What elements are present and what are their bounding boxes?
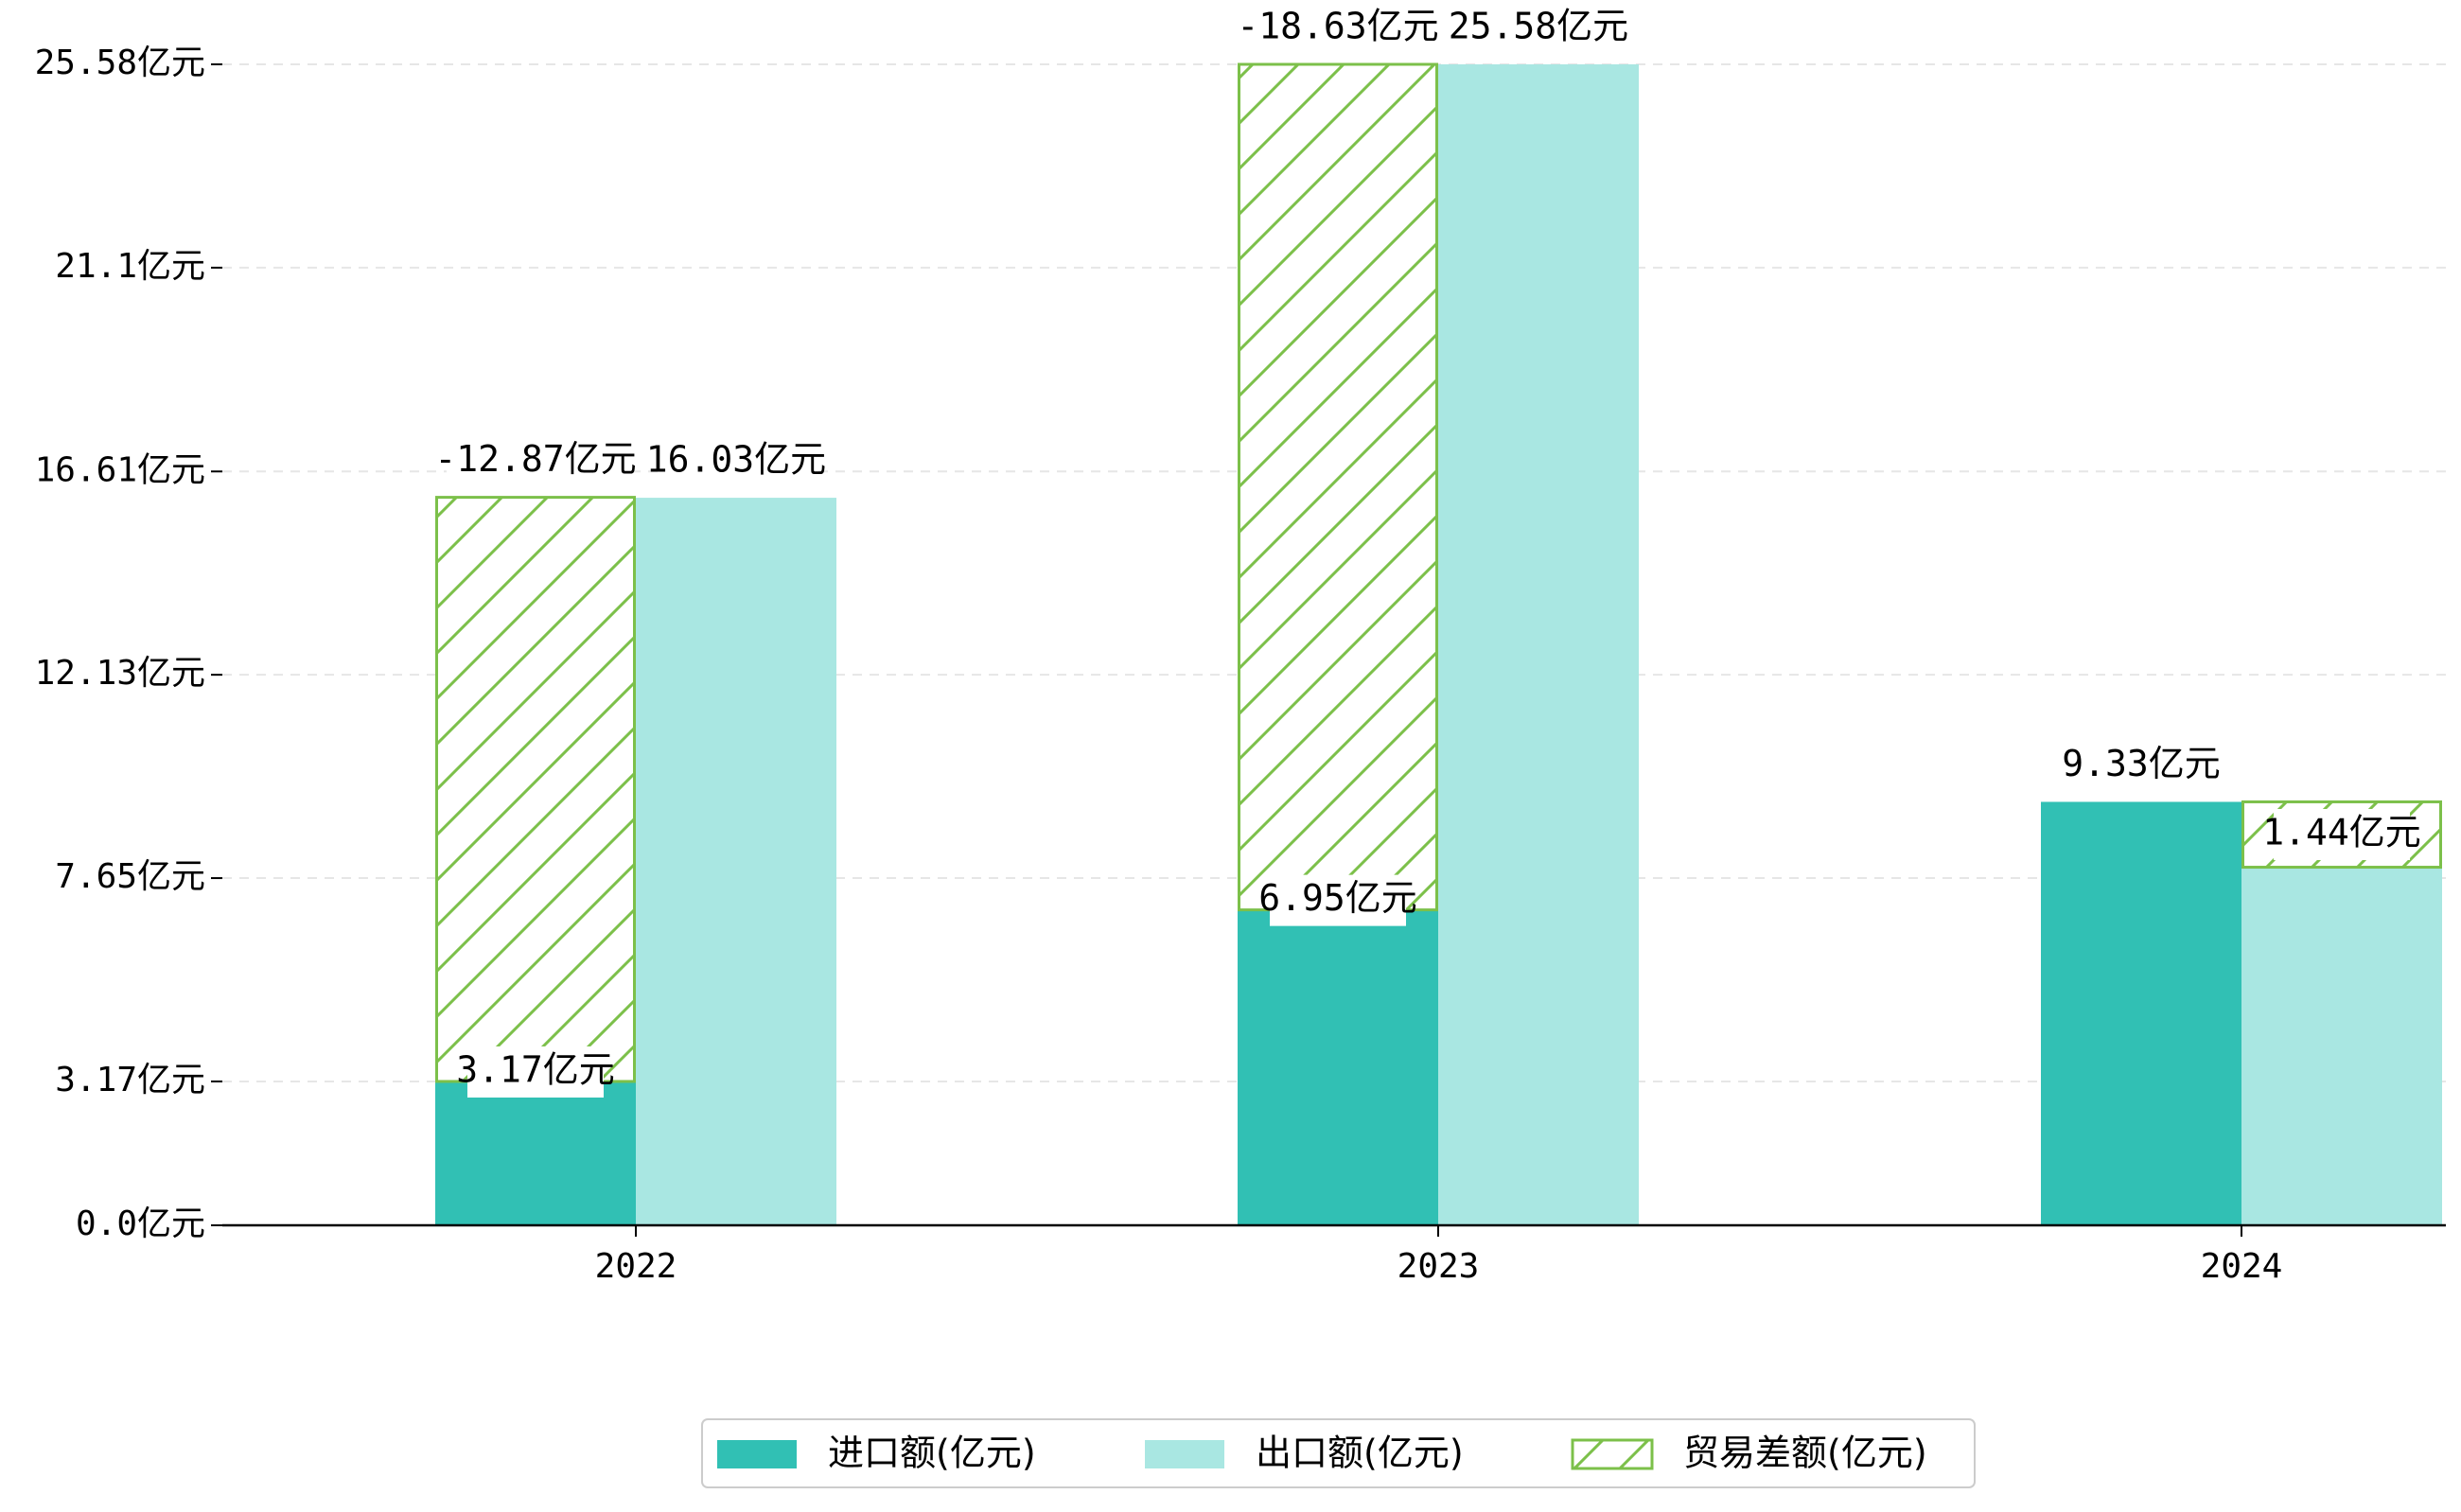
bar-import — [2041, 801, 2241, 1225]
bar-import — [1238, 909, 1438, 1225]
legend-export-label: 出口额(亿元) — [1256, 1433, 1464, 1474]
y-tick-label: 21.1亿元 — [55, 247, 205, 286]
data-label-import: 9.33亿元 — [2062, 743, 2221, 784]
bar-trade-balance — [435, 496, 636, 1083]
x-tick-label: 2022 — [595, 1247, 677, 1286]
data-label-trade-balance-box — [2274, 809, 2410, 861]
bar-import — [435, 1081, 636, 1225]
y-tick-label: 16.61亿元 — [35, 450, 205, 489]
bar-export — [636, 498, 836, 1225]
legend-trade-balance-swatch — [1571, 1438, 1654, 1470]
y-tick-label: 12.13亿元 — [35, 654, 205, 693]
legend-export-swatch — [1145, 1440, 1224, 1468]
data-label-import-box — [467, 1046, 604, 1098]
data-label-trade-balance: -18.63亿元 — [1237, 6, 1438, 47]
data-label-import-box — [2073, 740, 2209, 792]
y-tick-label: 3.17亿元 — [55, 1061, 205, 1099]
data-label-export: 16.03亿元 — [646, 439, 826, 481]
legend-trade-balance-label: 贸易差额(亿元) — [1683, 1433, 1927, 1474]
data-label-trade-balance: -12.87亿元 — [434, 438, 636, 480]
legend-import-label: 进口额(亿元) — [828, 1433, 1036, 1474]
data-label-export-box — [658, 436, 815, 488]
bar-export — [1438, 64, 1639, 1225]
y-tick-label: 7.65亿元 — [55, 857, 205, 896]
legend-import-swatch — [717, 1440, 797, 1468]
bar-trade-balance — [1238, 62, 1438, 912]
x-tick-label: 2024 — [2201, 1247, 2283, 1286]
data-label-export-box — [1460, 3, 1617, 54]
bar-export — [2241, 867, 2442, 1225]
data-label-trade-balance-box — [1249, 3, 1427, 54]
data-label-import: 6.95亿元 — [1258, 877, 1417, 919]
legend-box — [701, 1418, 1976, 1488]
data-label-export: 25.58亿元 — [1449, 6, 1628, 47]
data-label-import: 3.17亿元 — [456, 1048, 615, 1090]
data-label-import-box — [1270, 874, 1406, 926]
data-label-trade-balance: 1.44亿元 — [2262, 812, 2421, 853]
y-tick-label: 25.58亿元 — [35, 44, 205, 82]
y-tick-label: 0.0亿元 — [76, 1204, 205, 1243]
data-label-trade-balance-box — [447, 435, 624, 487]
x-tick-label: 2023 — [1397, 1247, 1480, 1286]
